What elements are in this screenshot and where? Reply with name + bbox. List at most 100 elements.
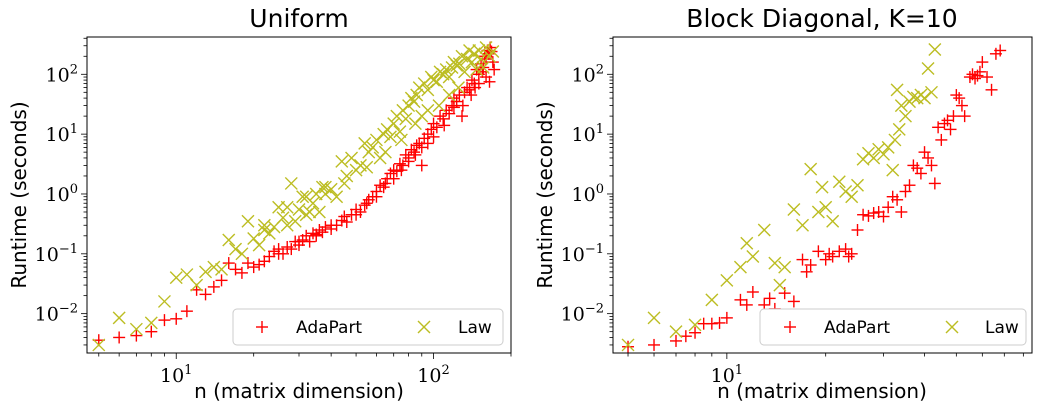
- data-point: [285, 243, 298, 256]
- data-point: [369, 133, 383, 147]
- data-point: [851, 223, 864, 236]
- x-tick-labels: 101 102: [160, 363, 450, 387]
- data-point: [815, 180, 829, 194]
- data-point: [129, 322, 143, 336]
- y-axis-label: Runtime (seconds): [533, 101, 557, 288]
- legend-marker-law: [417, 320, 431, 334]
- data-point: [130, 329, 143, 342]
- plot-frame: [612, 36, 1033, 354]
- data-point: [832, 175, 846, 189]
- data-point: [393, 125, 407, 139]
- x-tick-label: 101: [711, 363, 743, 387]
- data-point: [247, 261, 260, 274]
- data-point: [410, 88, 424, 102]
- data-point: [740, 298, 753, 311]
- axis-ticks: [607, 37, 1024, 359]
- data-point: [479, 41, 493, 55]
- y-tick-labels: 10−2 10−1 100 101 102: [35, 62, 78, 325]
- legend-marker: [256, 321, 268, 333]
- data-point: [402, 99, 416, 113]
- data-point: [340, 169, 354, 183]
- data-point: [886, 163, 900, 177]
- data-point: [796, 218, 810, 232]
- data-point: [235, 247, 249, 261]
- data-point: [867, 151, 881, 165]
- legend-label-adapart: AdaPart: [824, 318, 890, 338]
- data-point: [229, 242, 243, 256]
- data-point: [877, 210, 890, 223]
- data-point: [345, 151, 359, 165]
- data-point: [688, 318, 702, 332]
- data-point: [276, 211, 290, 225]
- data-point: [170, 312, 183, 325]
- data-point: [253, 258, 266, 271]
- data-point: [215, 262, 229, 276]
- y-tick-label: 100: [46, 182, 78, 206]
- data-point: [312, 205, 326, 219]
- data-point: [973, 65, 986, 78]
- legend-label-law: Law: [458, 318, 492, 338]
- data-point: [284, 176, 298, 190]
- data-point: [360, 160, 374, 174]
- data-point: [922, 151, 935, 164]
- data-point: [647, 311, 661, 325]
- data-point: [315, 180, 329, 194]
- data-point: [938, 117, 951, 130]
- data-point: [906, 90, 920, 104]
- data-point: [621, 338, 635, 352]
- data-point: [455, 110, 468, 123]
- data-point: [350, 208, 363, 221]
- data-point: [340, 216, 353, 229]
- data-point: [976, 56, 989, 69]
- data-point: [944, 123, 957, 136]
- data-point: [826, 214, 840, 228]
- legend-label-law: Law: [985, 318, 1019, 338]
- x-axis-label: n (matrix dimension): [717, 379, 927, 403]
- data-point: [453, 89, 466, 102]
- data-point: [787, 295, 800, 308]
- data-point: [787, 203, 801, 217]
- data-point: [921, 62, 935, 75]
- x-tick-label: 101: [160, 363, 192, 387]
- data-point: [299, 190, 313, 204]
- y-tick-labels: 10−2 10−1 100 101 102: [561, 62, 604, 325]
- data-point: [113, 331, 126, 344]
- data-point: [648, 338, 661, 351]
- data-point: [804, 162, 818, 176]
- y-tick-label: 10−1: [561, 242, 604, 266]
- data-point: [898, 109, 912, 123]
- data-point: [485, 45, 498, 58]
- data-point: [845, 247, 858, 260]
- data-point: [877, 147, 890, 161]
- data-point: [845, 190, 859, 204]
- data-point: [955, 99, 968, 112]
- data-point: [819, 200, 833, 214]
- data-point: [932, 121, 945, 134]
- y-tick-label: 102: [572, 62, 604, 86]
- legend-marker-adapart: [256, 321, 268, 333]
- data-point: [474, 52, 488, 66]
- x-tick-label: 102: [417, 363, 449, 387]
- data-point: [842, 250, 855, 263]
- data-point: [252, 238, 266, 252]
- data-point: [469, 81, 482, 94]
- data-point: [928, 177, 941, 190]
- data-point: [358, 136, 372, 150]
- data-point: [421, 103, 435, 117]
- legend-marker: [784, 321, 796, 333]
- legend-marker-law: [945, 320, 959, 334]
- data-point: [746, 286, 759, 299]
- data-point: [811, 205, 825, 219]
- data-point: [488, 63, 501, 76]
- data-point: [757, 223, 771, 237]
- data-point: [953, 92, 966, 105]
- data-point: [383, 130, 397, 144]
- data-point: [434, 110, 447, 123]
- data-point: [427, 130, 440, 143]
- data-point: [247, 232, 261, 246]
- data-point: [892, 122, 906, 136]
- data-point: [280, 218, 294, 232]
- chart-title: Block Diagonal, K=10: [686, 4, 957, 33]
- data-point: [215, 274, 228, 287]
- data-point: [366, 140, 380, 154]
